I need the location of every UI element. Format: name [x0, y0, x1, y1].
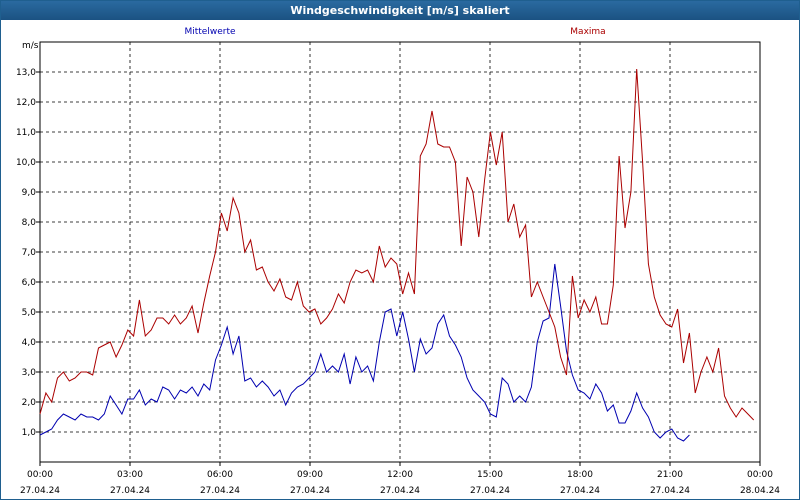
- y-tick-label: 12,0: [16, 98, 36, 108]
- x-tick-date-label: 27.04.24: [650, 486, 690, 496]
- x-tick-time-label: 12:00: [387, 470, 413, 480]
- x-axis: 00:00 27.04.24 03:00 27.04.24 06:00 27.04.24 0…: [20, 462, 780, 496]
- x-tick-date-label: 27.04.24: [200, 486, 240, 496]
- x-tick-date-label: 28.04.24: [740, 486, 780, 496]
- y-tick-label: 2,0: [22, 398, 37, 408]
- legend-maxima: Maxima: [570, 27, 605, 37]
- series-line-mittelwerte: [39, 263, 690, 442]
- y-tick-label: 4,0: [22, 338, 37, 348]
- y-axis: 1,0 2,0 3,0 4,0 5,0 6,0 7,0 8,0 9,0 10,0 11,0 12,0 1…: [16, 68, 40, 438]
- y-tick-label: 7,0: [22, 248, 37, 258]
- legend-mittelwerte: Mittelwerte: [184, 27, 235, 37]
- y-tick-label: 10,0: [16, 158, 36, 168]
- x-tick-time-label: 00:00: [747, 470, 773, 480]
- x-tick-date-label: 27.04.24: [380, 486, 420, 496]
- y-tick-label: 9,0: [22, 188, 37, 198]
- y-tick-label: 11,0: [16, 128, 36, 138]
- chart-title: Windgeschwindigkeit [m/s] skaliert: [1, 1, 799, 20]
- x-tick-time-label: 09:00: [297, 470, 323, 480]
- x-tick-time-label: 00:00: [27, 470, 53, 480]
- x-tick-time-label: 06:00: [207, 470, 233, 480]
- x-tick-date-label: 27.04.24: [470, 486, 510, 496]
- x-tick-time-label: 21:00: [657, 470, 683, 480]
- x-tick-date-label: 27.04.24: [20, 486, 60, 496]
- y-tick-label: 13,0: [16, 68, 36, 78]
- series-lines: [39, 68, 755, 442]
- y-tick-label: 6,0: [22, 278, 37, 288]
- y-axis-label: m/s: [22, 41, 39, 51]
- y-tick-label: 8,0: [22, 218, 37, 228]
- x-tick-time-label: 15:00: [477, 470, 503, 480]
- x-tick-time-label: 18:00: [567, 470, 593, 480]
- y-tick-label: 5,0: [22, 308, 37, 318]
- x-tick-time-label: 03:00: [117, 470, 143, 480]
- x-tick-date-label: 27.04.24: [290, 486, 330, 496]
- x-tick-date-label: 27.04.24: [110, 486, 150, 496]
- y-tick-label: 1,0: [22, 428, 37, 438]
- x-tick-date-label: 27.04.24: [560, 486, 600, 496]
- y-tick-label: 3,0: [22, 368, 37, 378]
- series-line-maxima: [39, 68, 755, 421]
